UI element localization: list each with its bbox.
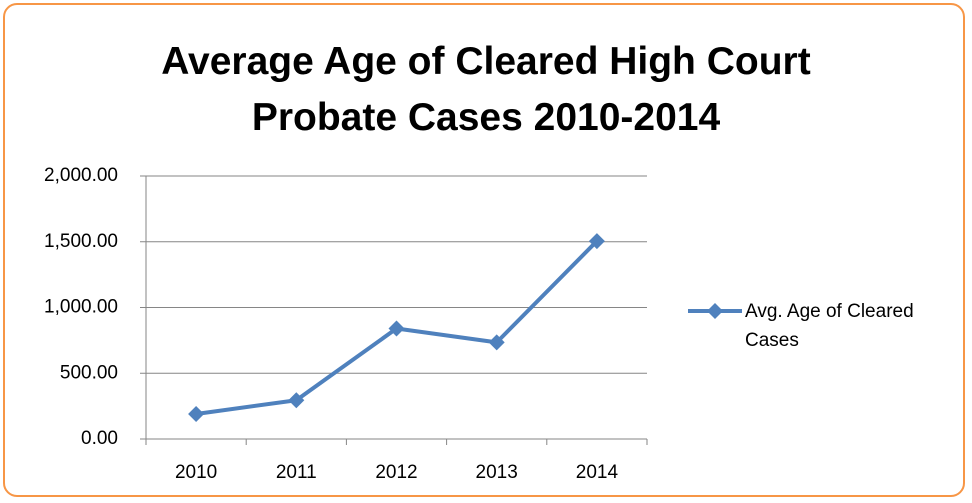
x-tick-label: 2011 xyxy=(276,462,317,483)
data-point xyxy=(388,320,405,337)
data-point xyxy=(188,406,205,423)
chart-title: Average Age of Cleared High Court Probat… xyxy=(161,40,811,139)
data-point xyxy=(288,392,305,409)
y-tick-label: 2,000.00 xyxy=(44,165,118,186)
legend-label: Avg. Age of Cleared Cases xyxy=(745,301,914,351)
data-point xyxy=(588,233,605,250)
x-tick-label: 2012 xyxy=(375,462,417,483)
x-tick-label: 2010 xyxy=(175,462,217,483)
legend-marker xyxy=(707,303,723,319)
y-tick-label: 1,500.00 xyxy=(44,231,118,252)
chart-frame xyxy=(3,3,965,497)
x-tick-label: 2013 xyxy=(476,462,518,483)
data-point xyxy=(488,334,505,351)
x-tick-label: 2014 xyxy=(576,462,619,483)
y-tick-label: 0.00 xyxy=(81,428,118,449)
y-tick-label: 500.00 xyxy=(60,362,118,383)
y-tick-label: 1,000.00 xyxy=(44,297,118,318)
